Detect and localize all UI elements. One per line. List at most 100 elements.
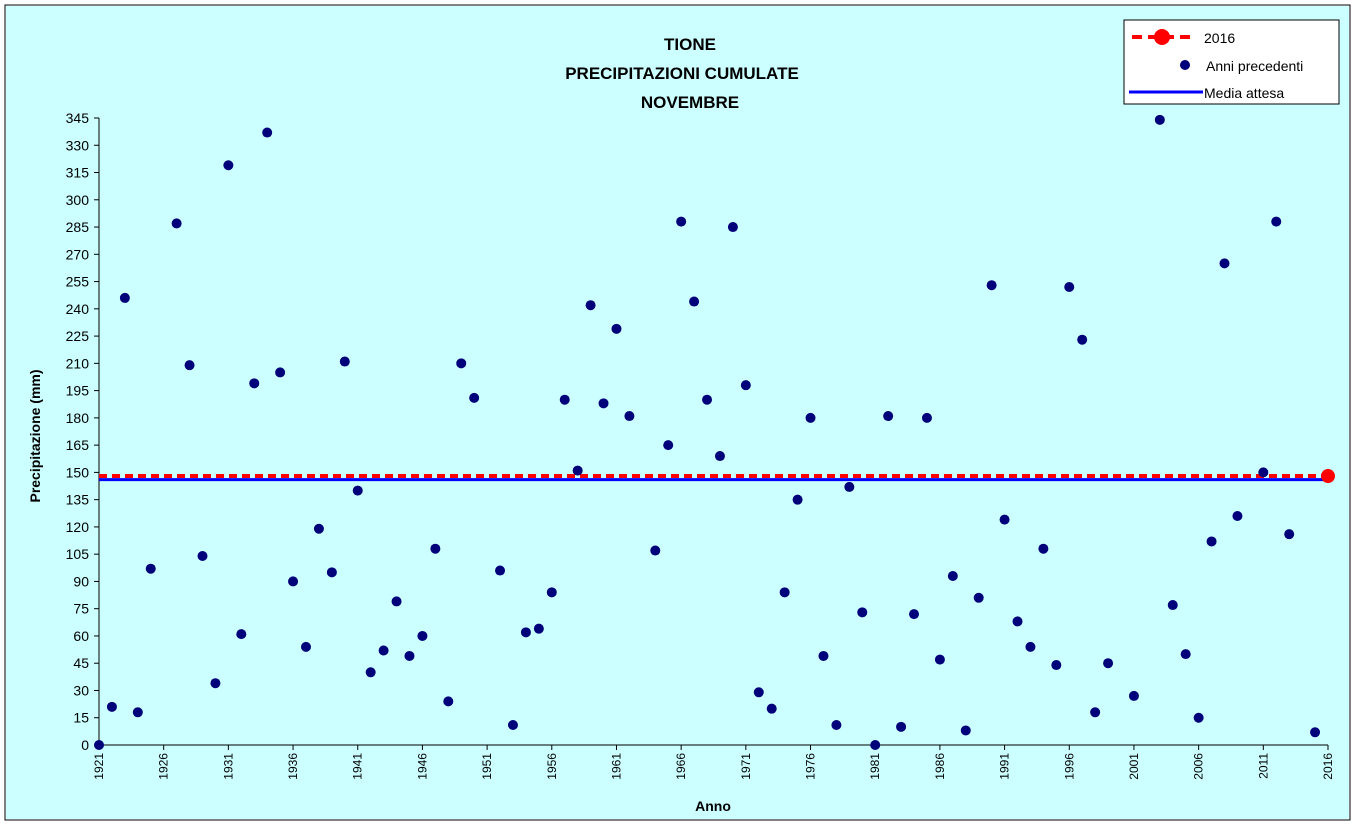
x-tick-label: 2001 — [1127, 753, 1141, 780]
y-tick-label: 255 — [66, 274, 90, 290]
point-anni-precedenti — [676, 216, 687, 227]
x-tick-label: 1981 — [868, 753, 882, 780]
point-anni-precedenti — [1077, 334, 1088, 345]
point-anni-precedenti — [1271, 216, 1282, 227]
legend-label-media-attesa: Media attesa — [1204, 85, 1284, 101]
x-tick-label: 1986 — [933, 753, 947, 780]
point-anni-precedenti — [986, 280, 997, 291]
point-anni-precedenti — [378, 645, 389, 656]
y-tick-label: 105 — [66, 546, 90, 562]
point-anni-precedenti — [145, 563, 156, 574]
point-anni-precedenti — [831, 720, 842, 731]
chart-title: TIONE PRECIPITAZIONI CUMULATE NOVEMBRE — [565, 35, 799, 112]
y-tick-label: 315 — [66, 165, 90, 181]
point-anni-precedenti — [365, 667, 376, 678]
point-anni-precedenti — [520, 627, 531, 638]
point-anni-precedenti — [844, 481, 855, 492]
point-anni-precedenti — [1012, 616, 1023, 627]
point-anni-precedenti — [430, 543, 441, 554]
point-anni-precedenti — [1284, 529, 1295, 540]
point-anni-precedenti — [909, 609, 920, 620]
point-anni-precedenti — [119, 292, 130, 303]
series-lines — [99, 474, 1328, 482]
x-tick-label: 2011 — [1256, 753, 1270, 779]
plot-area — [6, 6, 1349, 819]
y-tick-label: 45 — [73, 655, 89, 671]
point-anni-precedenti — [960, 725, 971, 736]
point-anni-precedenti — [1219, 258, 1230, 269]
point-anni-precedenti — [818, 650, 829, 661]
point-anni-precedenti — [999, 514, 1010, 525]
x-tick-label: 1921 — [92, 753, 106, 780]
chart-title-line-2: PRECIPITAZIONI CUMULATE — [565, 64, 799, 83]
point-anni-precedenti — [766, 703, 777, 714]
x-tick-label: 1936 — [286, 753, 300, 780]
point-anni-precedenti — [456, 358, 467, 369]
point-anni-precedenti — [1232, 511, 1243, 522]
point-anni-precedenti — [236, 629, 247, 640]
y-tick-label: 135 — [66, 492, 90, 508]
point-anni-precedenti — [262, 127, 273, 138]
point-anni-precedenti — [1103, 658, 1114, 669]
point-anni-precedenti — [339, 356, 350, 367]
point-anni-precedenti — [495, 565, 506, 576]
point-anni-precedenti — [352, 485, 363, 496]
point-anni-precedenti — [443, 696, 454, 707]
point-anni-precedenti — [223, 160, 234, 171]
y-tick-label: 150 — [66, 464, 90, 480]
point-2016 — [1321, 469, 1335, 484]
point-anni-precedenti — [313, 523, 324, 534]
point-anni-precedenti — [1090, 707, 1101, 718]
x-tick-label: 1971 — [739, 753, 753, 780]
y-tick-label: 75 — [73, 601, 89, 617]
point-anni-precedenti — [132, 707, 143, 718]
point-anni-precedenti — [973, 592, 984, 603]
point-anni-precedenti — [883, 411, 894, 422]
y-tick-label: 345 — [66, 110, 90, 126]
point-anni-precedenti — [1051, 660, 1062, 671]
x-tick-label: 1926 — [157, 753, 171, 780]
point-anni-precedenti — [249, 378, 260, 389]
point-anni-precedenti — [404, 650, 415, 661]
point-anni-precedenti — [1193, 712, 1204, 723]
point-anni-precedenti — [171, 218, 182, 229]
y-tick-label: 225 — [66, 328, 90, 344]
point-anni-precedenti — [300, 641, 311, 652]
y-tick-label: 285 — [66, 219, 90, 235]
y-axis-label: Precipitazione (mm) — [27, 369, 43, 502]
x-tick-label: 1931 — [221, 753, 235, 780]
chart-title-line-1: TIONE — [664, 35, 716, 54]
y-tick-label: 15 — [73, 710, 89, 726]
point-anni-precedenti — [857, 607, 868, 618]
legend-box — [1123, 19, 1340, 105]
point-anni-precedenti — [1154, 114, 1165, 125]
point-anni-precedenti — [1258, 467, 1269, 478]
point-anni-precedenti — [792, 494, 803, 505]
point-anni-precedenti — [740, 380, 751, 391]
y-tick-label: 270 — [66, 246, 90, 262]
x-tick-label: 1976 — [804, 753, 818, 780]
y-tick-label: 30 — [73, 682, 89, 698]
point-anni-precedenti — [1167, 600, 1178, 611]
point-anni-precedenti — [753, 687, 764, 698]
legend-marker-anni-precedenti — [1180, 60, 1190, 70]
point-anni-precedenti — [1128, 690, 1139, 701]
point-anni-precedenti — [469, 392, 480, 403]
series-points — [94, 114, 1335, 750]
legend-label-anni-precedenti: Anni precedenti — [1206, 58, 1303, 74]
x-tick-label: 1946 — [415, 753, 429, 780]
legend-label-2016: 2016 — [1204, 30, 1235, 46]
point-anni-precedenti — [326, 567, 337, 578]
point-anni-precedenti — [714, 451, 725, 462]
x-tick-label: 1941 — [351, 753, 365, 780]
y-tick-label: 180 — [66, 410, 90, 426]
legend-marker-2016 — [1154, 29, 1170, 45]
point-anni-precedenti — [727, 222, 738, 233]
y-tick-label: 195 — [66, 383, 90, 399]
point-anni-precedenti — [184, 360, 195, 371]
point-anni-precedenti — [689, 296, 700, 307]
x-tick-label: 1991 — [998, 753, 1012, 780]
y-tick-label: 330 — [66, 137, 90, 153]
x-tick-label: 1961 — [609, 753, 623, 780]
